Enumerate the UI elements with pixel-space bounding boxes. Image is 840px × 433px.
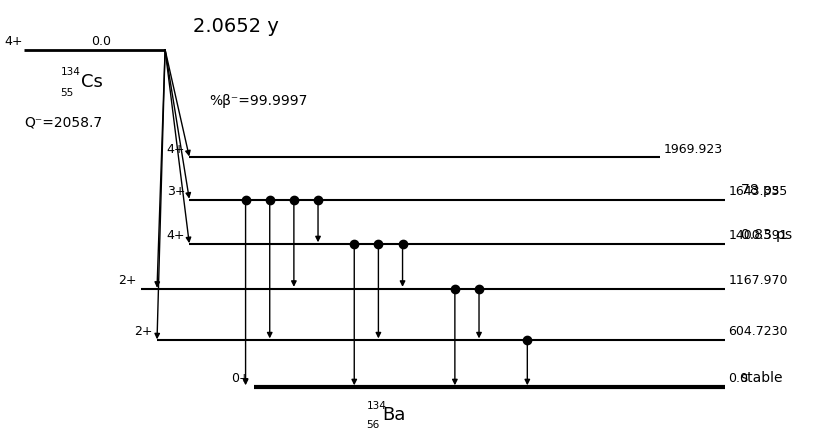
Text: Cs: Cs	[81, 74, 102, 91]
Text: 604.7230: 604.7230	[728, 326, 788, 339]
Text: 1400.591: 1400.591	[728, 229, 788, 242]
Text: 134: 134	[60, 67, 81, 77]
Text: 78 ps: 78 ps	[741, 183, 779, 197]
Text: stable: stable	[741, 371, 783, 385]
Text: 0+: 0+	[231, 372, 249, 385]
Text: 0.83 ps: 0.83 ps	[741, 228, 792, 242]
Text: 1643.335: 1643.335	[728, 185, 788, 198]
Text: 0.0: 0.0	[728, 372, 748, 385]
Text: 4+: 4+	[166, 229, 185, 242]
Text: %β⁻=99.9997: %β⁻=99.9997	[209, 94, 307, 108]
Text: 4+: 4+	[166, 142, 185, 155]
Text: 4+: 4+	[4, 35, 23, 48]
Text: 1167.970: 1167.970	[728, 274, 788, 287]
Text: 1969.923: 1969.923	[664, 142, 723, 155]
Text: 2+: 2+	[134, 326, 153, 339]
Text: Q⁻=2058.7: Q⁻=2058.7	[24, 115, 102, 129]
Text: 55: 55	[60, 88, 74, 98]
Text: 0.0: 0.0	[91, 35, 111, 48]
Text: 134: 134	[366, 401, 386, 411]
Text: 2+: 2+	[118, 274, 137, 287]
Text: 2.0652 y: 2.0652 y	[193, 16, 279, 36]
Text: 3+: 3+	[166, 185, 185, 198]
Text: 56: 56	[366, 420, 380, 430]
Text: Ba: Ba	[382, 406, 406, 424]
